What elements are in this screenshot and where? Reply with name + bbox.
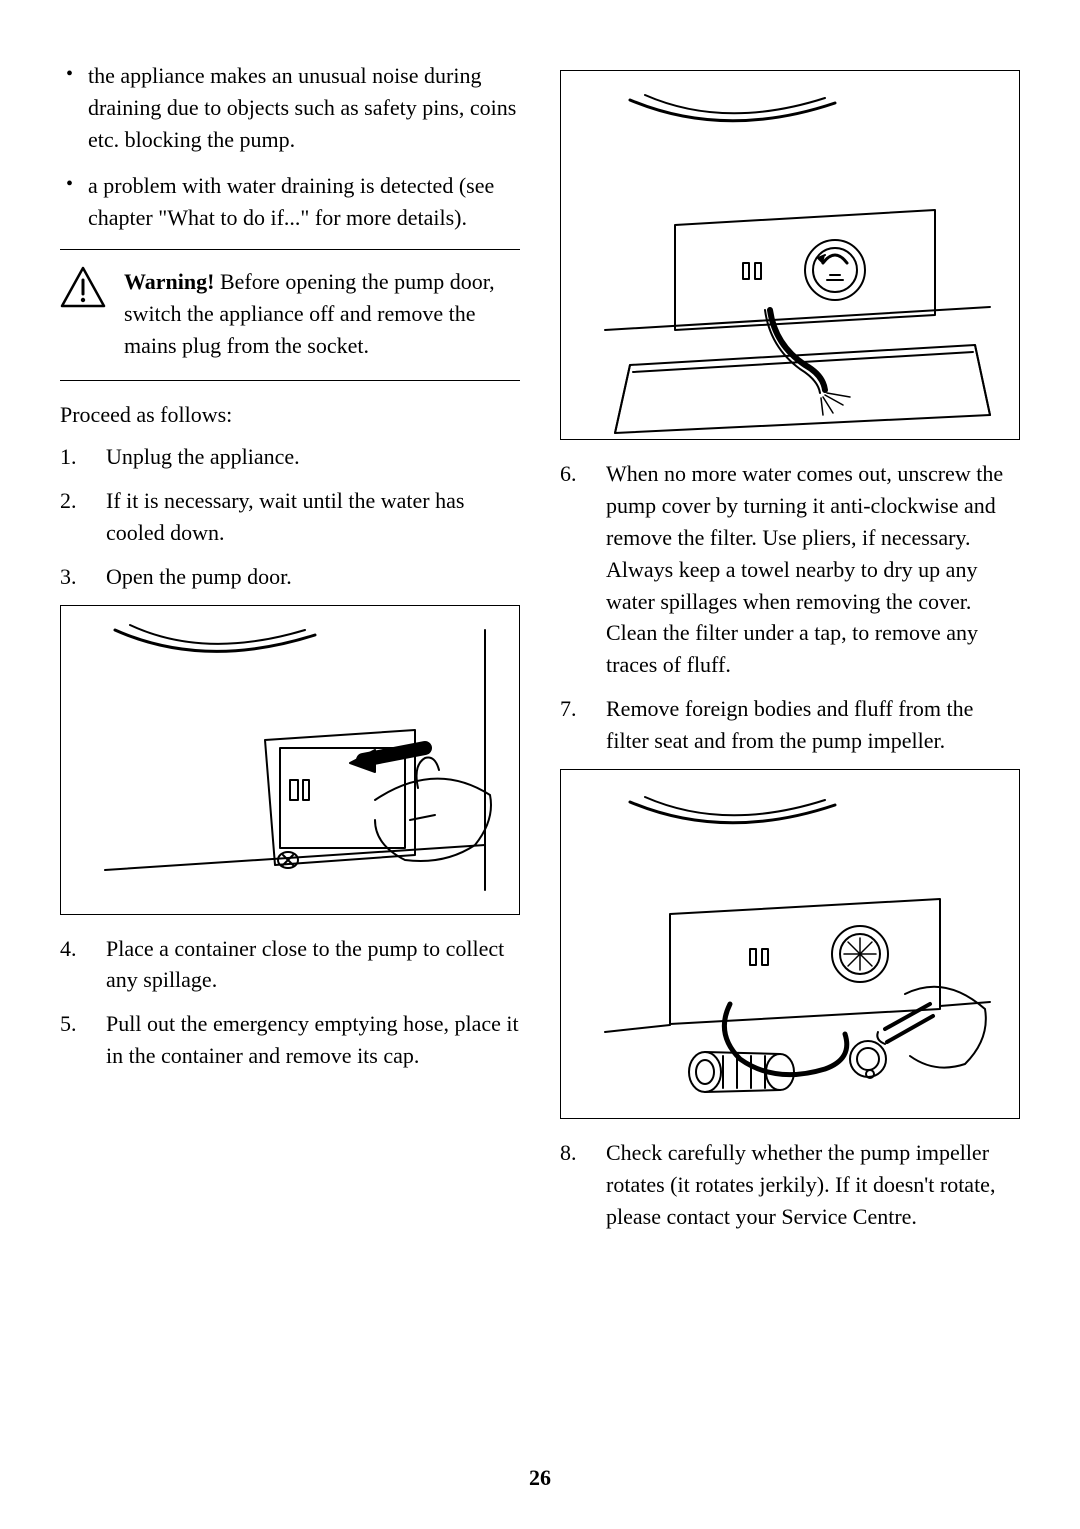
divider <box>60 380 520 381</box>
list-item: 5. Pull out the emergency emptying hose, … <box>60 1008 520 1072</box>
step-text: Open the pump door. <box>106 561 520 593</box>
list-item: 6.When no more water comes out, unscrew … <box>560 458 1020 681</box>
bullet-list: the appliance makes an unusual noise dur… <box>60 60 520 233</box>
proceed-label: Proceed as follows: <box>60 399 520 431</box>
left-column: the appliance makes an unusual noise dur… <box>60 60 520 1245</box>
divider <box>60 249 520 250</box>
page-number: 26 <box>0 1465 1080 1491</box>
step-text: If it is necessary, wait until the water… <box>106 485 520 549</box>
list-item: 2. If it is necessary, wait until the wat… <box>60 485 520 549</box>
warning-icon <box>60 266 106 313</box>
step-number: 5. <box>60 1008 86 1072</box>
step-text: When no more water comes out, unscrew th… <box>606 458 1020 681</box>
figure-drain-hose <box>560 70 1020 440</box>
list-item: 7. Remove foreign bodies and fluff from t… <box>560 693 1020 757</box>
steps-list: 6.When no more water comes out, unscrew … <box>560 458 1020 757</box>
step-text: Unplug the appliance. <box>106 441 520 473</box>
step-text: Pull out the emergency emptying hose, pl… <box>106 1008 520 1072</box>
steps-list: 4. Place a container close to the pump to… <box>60 933 520 1073</box>
step-text: Remove foreign bodies and fluff from the… <box>606 693 1020 757</box>
figure-open-pump-door <box>60 605 520 915</box>
step-number: 2. <box>60 485 86 549</box>
bullet-item: a problem with water draining is detecte… <box>88 170 520 234</box>
step-number: 3. <box>60 561 86 593</box>
list-item: 1. Unplug the appliance. <box>60 441 520 473</box>
step-text: Check carefully whether the pump impelle… <box>606 1137 1020 1233</box>
warning-block: Warning! Before opening the pump door, s… <box>60 262 520 372</box>
step-number: 8. <box>560 1137 586 1233</box>
warning-text: Warning! Before opening the pump door, s… <box>124 266 520 362</box>
bullet-item: the appliance makes an unusual noise dur… <box>88 60 520 156</box>
list-item: 4. Place a container close to the pump to… <box>60 933 520 997</box>
bullet-text: the appliance makes an unusual noise dur… <box>88 63 516 152</box>
right-column: 6.When no more water comes out, unscrew … <box>560 60 1020 1245</box>
figure-remove-filter <box>560 769 1020 1119</box>
step-number: 7. <box>560 693 586 757</box>
warning-label: Warning! <box>124 269 214 294</box>
step-text: Place a container close to the pump to c… <box>106 933 520 997</box>
list-item: 8.Check carefully whether the pump impel… <box>560 1137 1020 1233</box>
step-number: 1. <box>60 441 86 473</box>
bullet-text: a problem with water draining is detecte… <box>88 173 494 230</box>
steps-list: 1. Unplug the appliance. 2. If it is neces… <box>60 441 520 593</box>
list-item: 3. Open the pump door. <box>60 561 520 593</box>
step-number: 6. <box>560 458 586 681</box>
steps-list: 8.Check carefully whether the pump impel… <box>560 1137 1020 1233</box>
step-number: 4. <box>60 933 86 997</box>
